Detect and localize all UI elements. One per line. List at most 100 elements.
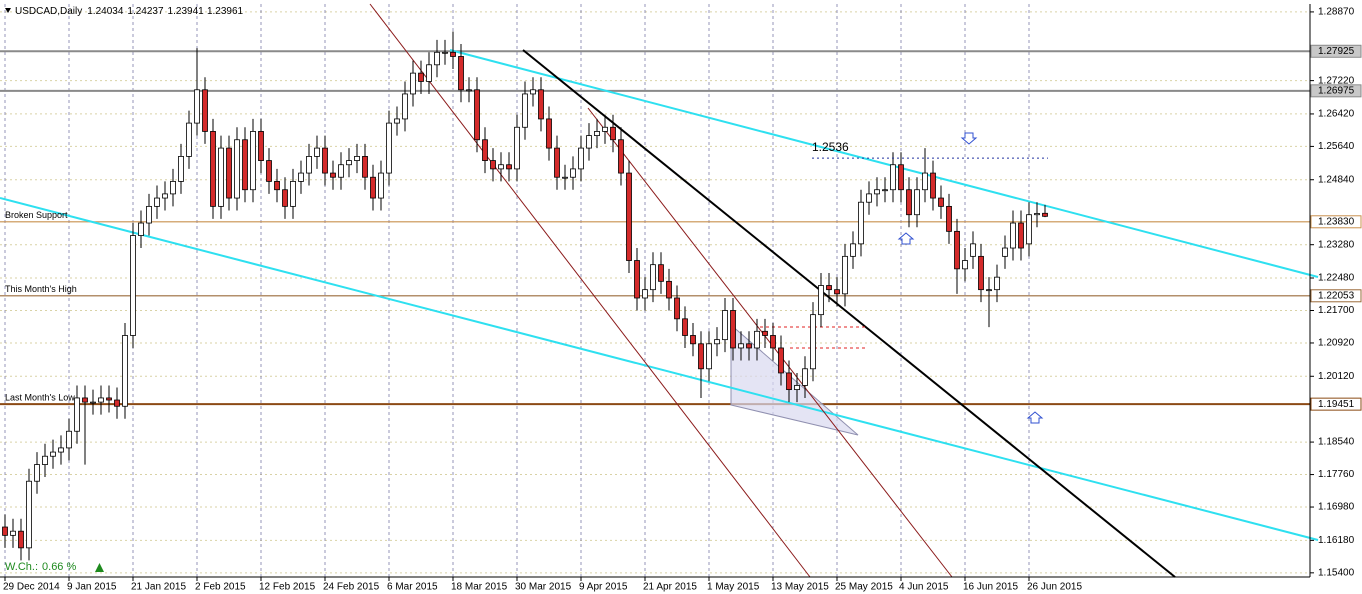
channel-line (0, 197, 1319, 541)
candle-body (962, 260, 968, 270)
y-tick-label: 1.23280 (1318, 239, 1355, 250)
candle-body (154, 197, 160, 207)
x-tick-label: 26 Jun 2015 (1027, 582, 1082, 593)
x-tick-label: 30 Mar 2015 (515, 582, 572, 593)
candle-body (554, 147, 560, 178)
candle-body (826, 285, 832, 291)
candle-body (922, 172, 928, 191)
candle-body (546, 118, 552, 149)
candle-body (482, 139, 488, 161)
candle-body (290, 180, 296, 207)
annotation-label: 1.2536 (812, 140, 849, 154)
level-name: Last Month's Low (5, 393, 75, 403)
candle-body (434, 51, 440, 66)
candle-body (42, 455, 48, 465)
candle-body (730, 310, 736, 349)
symbol: USDCAD,Daily (15, 6, 82, 17)
candle-body (978, 255, 984, 291)
candle-body (66, 430, 72, 449)
candle-body (530, 89, 536, 95)
candle-body (778, 347, 784, 374)
candle-body (994, 276, 1000, 291)
candle-body (866, 193, 872, 203)
candle-body (82, 397, 88, 403)
candle-body (834, 289, 840, 295)
x-tick-label: 16 Jun 2015 (963, 582, 1018, 593)
candle-body (970, 243, 976, 257)
trend-line (369, 3, 811, 578)
x-tick-label: 6 Mar 2015 (387, 582, 438, 593)
candle-body (282, 189, 288, 207)
y-tick-label: 1.21700 (1318, 305, 1355, 316)
candle-body (234, 139, 240, 199)
candle-body (458, 56, 464, 91)
candle-body (170, 180, 176, 195)
candle-body (570, 168, 576, 178)
grid-layer (0, 4, 1310, 577)
candle-body (586, 135, 592, 149)
level-label-box (1310, 397, 1362, 411)
candle-body (874, 189, 880, 195)
candle-body (746, 343, 752, 349)
candle-body (770, 335, 776, 349)
x-tick-label: 24 Feb 2015 (323, 582, 380, 593)
candle-body (370, 176, 376, 199)
level-label-box (1310, 84, 1362, 98)
candle-body (642, 289, 648, 299)
candle-body (714, 339, 720, 345)
candle-body (706, 343, 712, 370)
candle-body (210, 131, 216, 207)
last-low: 1.23941 (168, 6, 205, 17)
candle-body (1042, 212, 1048, 217)
level-label-box (1310, 289, 1362, 303)
up-arrow (897, 232, 915, 245)
level-label: 1.19451 (1318, 399, 1355, 410)
candle-body (986, 289, 992, 292)
weekly-change-arrow (95, 563, 104, 572)
candle-body (258, 131, 264, 161)
candle-body (562, 176, 568, 179)
candle-body (954, 230, 960, 270)
candle-body (394, 118, 400, 124)
candle-body (930, 172, 936, 199)
candle-body (1034, 213, 1040, 216)
candle-body (858, 201, 864, 245)
candle-body (354, 156, 360, 161)
candle-body (410, 72, 416, 95)
candle-body (130, 235, 136, 336)
candle-body (26, 480, 32, 549)
candle-body (250, 131, 256, 191)
x-tick-label: 13 May 2015 (771, 582, 829, 593)
candle-body (682, 318, 688, 336)
triangle-pattern (730, 323, 859, 436)
x-tick-label: 21 Apr 2015 (643, 582, 697, 593)
candle-body (1002, 247, 1008, 257)
candle-body (90, 401, 96, 404)
candle-body (514, 126, 520, 170)
candle-body (418, 72, 424, 82)
level-label-box (1310, 44, 1362, 58)
candle-body (98, 397, 104, 403)
drawings (0, 3, 1319, 578)
y-tick-label: 1.22480 (1318, 273, 1355, 284)
weekly-change-unit: % (66, 561, 76, 573)
last-close: 1.23961 (207, 6, 244, 17)
x-tick-label: 2 Feb 2015 (195, 582, 246, 593)
candle-body (122, 335, 128, 407)
x-tick-label: 25 May 2015 (835, 582, 893, 593)
candle-body (306, 156, 312, 174)
candle-body (2, 526, 8, 536)
candle-body (194, 89, 200, 124)
candle-body (690, 335, 696, 345)
candle-body (442, 51, 448, 54)
candle-body (226, 147, 232, 199)
candle-body (738, 343, 744, 349)
candle-body (786, 372, 792, 391)
candle-body (114, 399, 120, 407)
candle-body (842, 255, 848, 295)
candle-body (138, 222, 144, 236)
weekly-change-label: W.Ch.: (5, 561, 38, 573)
candle-body (890, 164, 896, 191)
